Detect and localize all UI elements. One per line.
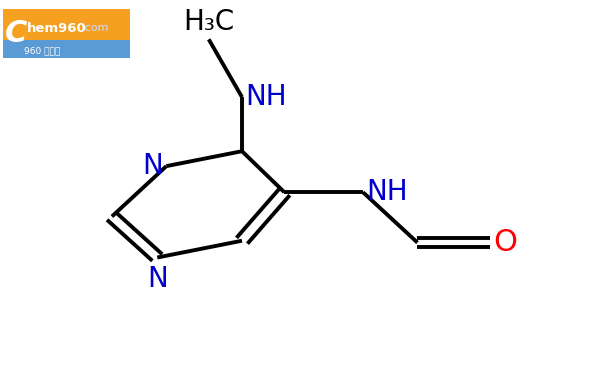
Text: O: O [493,228,517,257]
Text: C: C [5,19,27,48]
Text: H₃C: H₃C [183,8,234,36]
Text: N: N [147,265,168,293]
Text: 960 化工网: 960 化工网 [24,46,60,55]
Text: hem960: hem960 [27,22,87,34]
Text: NH: NH [366,178,408,206]
Bar [3,40,130,58]
Bar [3,9,130,58]
Text: .com: .com [82,23,109,33]
Text: NH: NH [245,83,287,111]
Text: N: N [143,152,163,180]
